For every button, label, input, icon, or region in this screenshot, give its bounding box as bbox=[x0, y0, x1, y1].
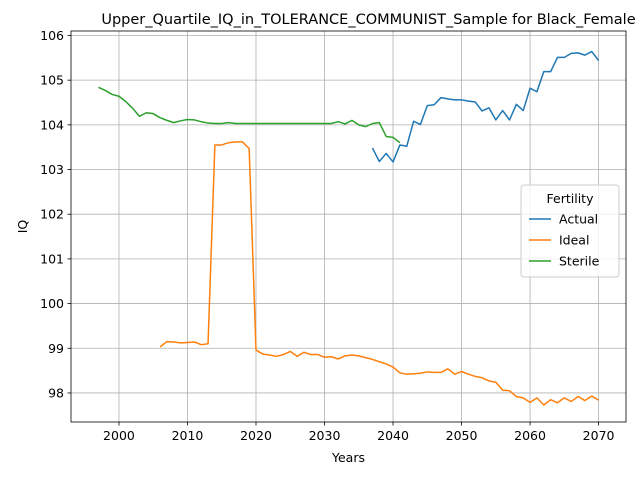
x-tick-label: 2040 bbox=[377, 428, 409, 443]
x-tick-label: 2030 bbox=[309, 428, 341, 443]
y-tick-label: 105 bbox=[40, 73, 64, 88]
x-tick-label: 2060 bbox=[514, 428, 546, 443]
series-line-ideal bbox=[159, 141, 599, 406]
x-tick-label: 2070 bbox=[583, 428, 615, 443]
series-line-sterile bbox=[98, 86, 401, 144]
y-tick-label: 104 bbox=[40, 117, 64, 132]
legend-title: Fertility bbox=[547, 191, 595, 206]
series-lines bbox=[98, 50, 600, 406]
legend-items: Actual Ideal Sterile bbox=[529, 212, 600, 269]
x-tick-label: 2050 bbox=[446, 428, 478, 443]
legend-label-actual: Actual bbox=[559, 212, 598, 227]
x-axis-ticks: 2000 2010 2020 2030 2040 2050 2060 2070 bbox=[103, 422, 615, 443]
y-tick-label: 106 bbox=[40, 28, 64, 43]
y-tick-label: 101 bbox=[40, 251, 64, 266]
axes-frame bbox=[70, 30, 627, 423]
y-tick-label: 99 bbox=[48, 341, 64, 356]
x-axis-label: Years bbox=[331, 450, 365, 465]
legend: Fertility Actual Ideal Sterile bbox=[520, 184, 620, 278]
series-line-actual bbox=[371, 50, 600, 163]
y-tick-label: 103 bbox=[40, 162, 64, 177]
x-tick-label: 2010 bbox=[172, 428, 204, 443]
chart-title: Upper_Quartile_IQ_in_TOLERANCE_COMMUNIST… bbox=[101, 12, 635, 28]
grid-lines bbox=[71, 31, 626, 422]
y-axis-ticks: 98 99 100 101 102 103 104 105 106 bbox=[40, 28, 71, 400]
y-axis-label: IQ bbox=[15, 220, 30, 234]
x-tick-label: 2020 bbox=[240, 428, 272, 443]
y-tick-label: 98 bbox=[48, 385, 64, 400]
x-tick-label: 2000 bbox=[103, 428, 135, 443]
y-tick-label: 100 bbox=[40, 296, 64, 311]
y-tick-label: 102 bbox=[40, 207, 64, 222]
legend-label-sterile: Sterile bbox=[559, 254, 600, 269]
legend-box bbox=[520, 184, 620, 278]
legend-label-ideal: Ideal bbox=[559, 233, 589, 248]
